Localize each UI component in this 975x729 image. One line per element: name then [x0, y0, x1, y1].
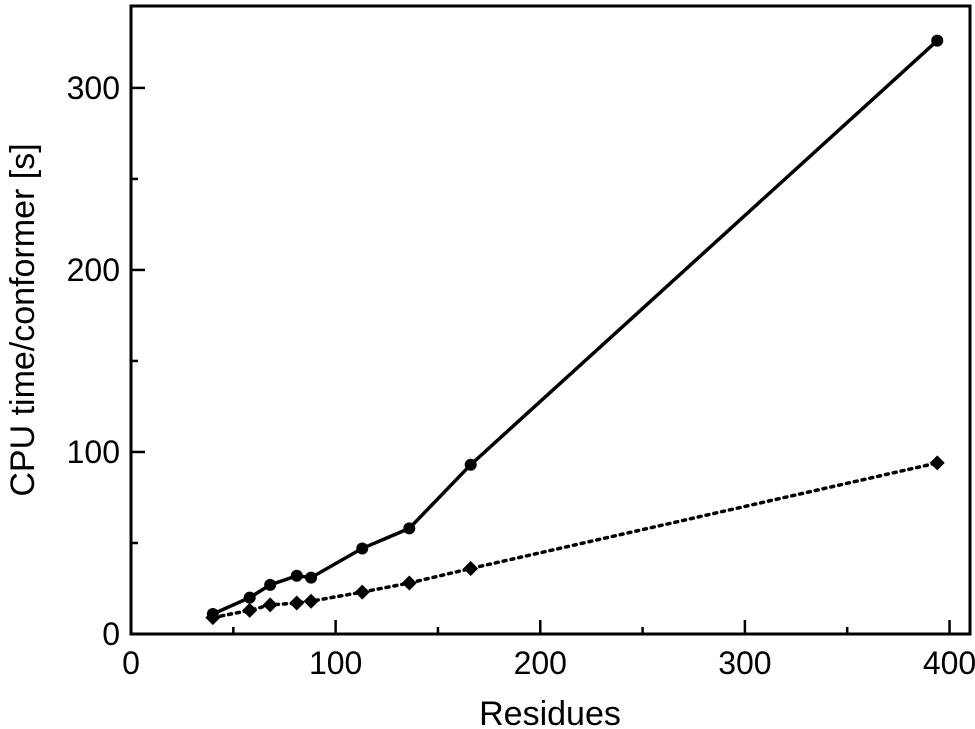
series-1-point [290, 569, 303, 582]
axis-ticks [129, 86, 951, 636]
series-2-point [289, 595, 305, 611]
series-1-point [403, 522, 416, 535]
y-tick-label: 100 [67, 434, 120, 470]
plot-frame [129, 4, 972, 636]
y-tick-label: 0 [102, 616, 120, 652]
series-2-point [401, 575, 417, 591]
series-1-point [243, 591, 256, 604]
series-2-line [211, 461, 940, 620]
series-1-line [212, 39, 939, 616]
series-1-point [264, 578, 277, 591]
series-1-point [305, 571, 318, 584]
series-2-point [303, 593, 319, 609]
series-1-point [464, 458, 477, 471]
x-tick-label: 0 [122, 645, 140, 681]
series-1-point [356, 542, 369, 555]
y-tick-label: 200 [67, 252, 120, 288]
y-axis-title: CPU time/conformer [s] [4, 143, 42, 496]
series-1-point [931, 34, 944, 47]
series-2-point [354, 584, 370, 600]
series-2-point [205, 610, 221, 626]
y-tick-label: 300 [67, 70, 120, 106]
series-group [205, 34, 945, 626]
x-tick-label: 200 [514, 645, 567, 681]
tick-labels: 0 100 200 300 400 0 100 200 300 [67, 70, 975, 681]
series-2-point [242, 602, 258, 618]
x-tick-label: 300 [718, 645, 771, 681]
x-axis-title: Residues [479, 695, 621, 729]
series-2-point [262, 597, 278, 613]
x-tick-label: 400 [923, 645, 975, 681]
series-2-point [929, 455, 945, 471]
x-tick-label: 100 [309, 645, 362, 681]
series-2-point [463, 560, 479, 576]
